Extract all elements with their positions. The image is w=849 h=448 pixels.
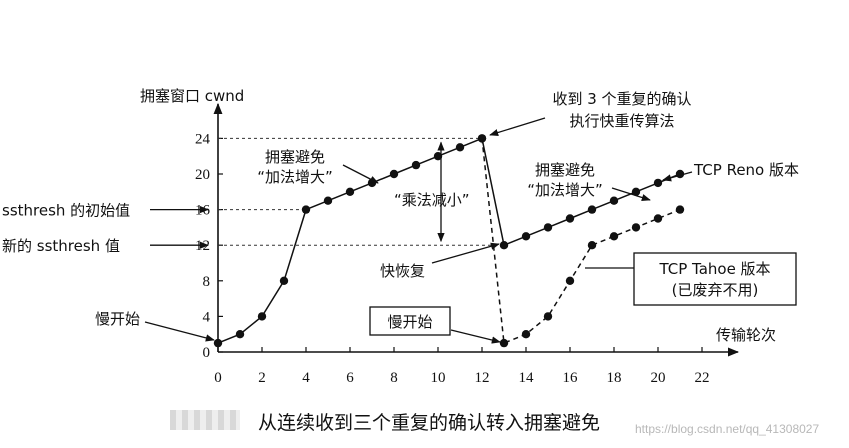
congestion-avoidance-2-arrow bbox=[611, 187, 651, 202]
data-point bbox=[323, 196, 333, 205]
x-tick-label: 6 bbox=[346, 370, 354, 386]
data-point bbox=[389, 169, 399, 179]
x-tick-label: 12 bbox=[475, 370, 490, 386]
data-point bbox=[675, 205, 685, 214]
congestion-avoidance-1-line2: “加法增大” bbox=[257, 168, 333, 186]
series-line-reno bbox=[217, 137, 681, 344]
congestion-avoidance-1-arrow bbox=[342, 164, 379, 184]
data-point bbox=[609, 196, 619, 205]
data-point bbox=[587, 205, 597, 214]
x-tick-label: 16 bbox=[563, 370, 579, 386]
tahoe-label-line2: (已废弃不用) bbox=[672, 281, 759, 299]
data-point bbox=[455, 143, 465, 152]
data-point bbox=[631, 223, 641, 232]
x-tick-label: 0 bbox=[214, 370, 222, 386]
fast-recovery-label: 快恢复 bbox=[380, 262, 425, 280]
y-tick-label: 0 bbox=[203, 345, 211, 361]
multiplicative-decrease-label: “乘法减小” bbox=[394, 191, 470, 209]
x-tick-label: 14 bbox=[519, 370, 535, 386]
three-dup-ack-line1: 收到 3 个重复的确认 bbox=[552, 90, 691, 108]
reno-label: TCP Reno 版本 bbox=[693, 161, 799, 179]
slow-start-label-2: 慢开始 bbox=[387, 313, 432, 331]
data-point bbox=[653, 178, 663, 188]
slow-start-arrow-1 bbox=[144, 321, 215, 342]
y-tick-label: 20 bbox=[195, 167, 210, 183]
x-tick-label: 4 bbox=[302, 370, 310, 386]
data-point bbox=[587, 241, 597, 250]
data-point bbox=[631, 187, 641, 196]
y-tick-label: 12 bbox=[195, 238, 210, 254]
y-tick-label: 8 bbox=[203, 274, 211, 290]
data-point bbox=[499, 338, 509, 348]
x-tick-label: 8 bbox=[390, 370, 398, 386]
data-point bbox=[257, 312, 267, 321]
tahoe-label-line1: TCP Tahoe 版本 bbox=[658, 260, 770, 278]
tahoe-box bbox=[633, 252, 797, 306]
congestion-avoidance-2-line2: “加法增大” bbox=[527, 181, 603, 199]
ssthresh-new-label: 新的 ssthresh 值 bbox=[2, 237, 120, 255]
ssthresh-initial-label: ssthresh 的初始值 bbox=[2, 202, 130, 220]
data-point bbox=[565, 276, 575, 285]
data-point bbox=[411, 160, 421, 170]
data-point bbox=[543, 223, 553, 232]
data-point bbox=[521, 330, 531, 339]
reno-arrow bbox=[662, 171, 693, 182]
data-point bbox=[653, 214, 663, 223]
watermark: https://blog.csdn.net/qq_41308027 bbox=[635, 422, 820, 436]
congestion-avoidance-2-line1: 拥塞避免 bbox=[535, 161, 595, 179]
y-axis-label: 拥塞窗口 cwnd bbox=[140, 87, 244, 105]
y-tick-label: 4 bbox=[203, 309, 211, 325]
slow-start-arrow-2 bbox=[450, 329, 501, 344]
data-point bbox=[543, 312, 553, 321]
three-dup-ack-line2: 执行快重传算法 bbox=[569, 112, 674, 130]
y-tick-label: 16 bbox=[195, 203, 211, 219]
data-point bbox=[301, 205, 311, 214]
x-tick-label: 22 bbox=[695, 370, 710, 386]
data-point bbox=[499, 241, 509, 250]
x-tick-label: 18 bbox=[607, 370, 622, 386]
data-point bbox=[279, 276, 289, 285]
fast-recovery-arrow bbox=[431, 242, 500, 264]
caption-figure-number-blurred bbox=[170, 410, 240, 430]
congestion-avoidance-1-line1: 拥塞避免 bbox=[265, 148, 325, 166]
figure-caption: 从连续收到三个重复的确认转入拥塞避免 bbox=[258, 412, 601, 434]
y-tick-label: 24 bbox=[195, 131, 211, 147]
x-axis-label: 传输轮次 bbox=[716, 326, 776, 344]
x-tick-label: 2 bbox=[258, 370, 266, 386]
data-point bbox=[521, 232, 531, 241]
three-dup-ack-arrow bbox=[489, 117, 546, 137]
data-point bbox=[477, 134, 487, 143]
data-point bbox=[609, 232, 619, 241]
slow-start-box bbox=[369, 306, 451, 336]
series-line-tahoe bbox=[481, 138, 681, 345]
data-point bbox=[235, 330, 245, 339]
slow-start-label-1: 慢开始 bbox=[95, 310, 140, 328]
x-tick-label: 20 bbox=[651, 370, 666, 386]
x-tick-label: 10 bbox=[431, 370, 446, 386]
data-point bbox=[345, 187, 355, 196]
data-point bbox=[213, 338, 223, 348]
data-point bbox=[565, 214, 575, 223]
